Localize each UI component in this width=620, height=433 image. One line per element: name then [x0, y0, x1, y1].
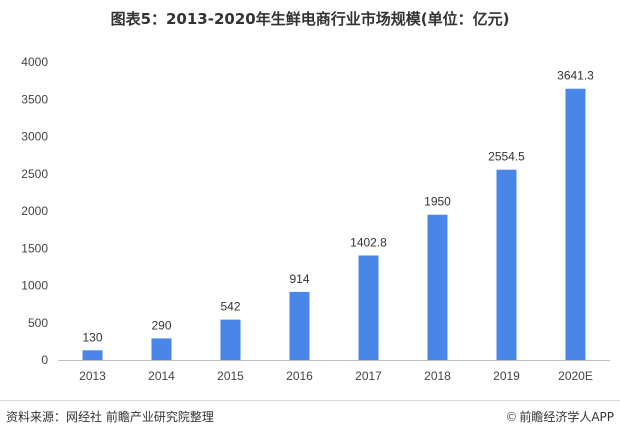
x-tick-label: 2014 [148, 369, 175, 383]
y-tick-label: 4000 [21, 55, 48, 69]
x-tick-label: 2015 [217, 369, 244, 383]
data-label: 542 [220, 300, 240, 314]
bar [427, 214, 448, 360]
y-tick-label: 1000 [21, 279, 48, 293]
brand: © 前瞻经济学人APP [505, 408, 614, 425]
bars [82, 88, 586, 361]
x-tick-label: 2017 [355, 369, 382, 383]
data-label: 1950 [424, 195, 451, 209]
bar [220, 319, 241, 360]
source-note: 资料来源：网经社 前瞻产业研究院整理 [6, 410, 214, 424]
copyright-icon: © [505, 409, 518, 424]
x-axis-ticks: 2013 2014 2015 2016 2017 2018 2019 2020E [79, 369, 593, 383]
y-tick-label: 500 [28, 316, 48, 330]
bar-chart: 0 500 1000 1500 2000 2500 3000 3500 4000 130 290 5… [21, 55, 610, 383]
brand-text: 前瞻经济学人APP [519, 410, 614, 424]
y-tick-label: 2000 [21, 204, 48, 218]
x-tick-label: 2019 [493, 369, 520, 383]
footer: 资料来源：网经社 前瞻产业研究院整理 © 前瞻经济学人APP [0, 400, 620, 429]
bar [82, 350, 103, 360]
x-tick-label: 2013 [79, 369, 106, 383]
data-labels: 130 290 542 914 1402.8 1950 2554.5 3641.3 [82, 69, 594, 345]
x-tick-label: 2016 [286, 369, 313, 383]
y-tick-label: 2500 [21, 167, 48, 181]
y-tick-label: 0 [41, 353, 48, 367]
data-label: 914 [289, 272, 309, 286]
bar [289, 291, 310, 360]
x-tick-label: 2020E [558, 369, 593, 383]
y-tick-label: 3000 [21, 130, 48, 144]
data-label: 2554.5 [488, 150, 525, 164]
y-axis-ticks: 0 500 1000 1500 2000 2500 3000 3500 4000 [21, 55, 48, 367]
data-label: 130 [82, 330, 102, 344]
x-tick-label: 2018 [424, 369, 451, 383]
bar [565, 88, 586, 361]
bar [496, 169, 517, 360]
data-label: 290 [151, 318, 171, 332]
bar [151, 338, 172, 360]
data-label: 1402.8 [350, 235, 387, 249]
y-tick-label: 3500 [21, 92, 48, 106]
data-label: 3641.3 [557, 69, 594, 83]
chart-title: 图表5：2013-2020年生鲜电商行业市场规模(单位：亿元) [110, 10, 510, 28]
y-tick-label: 1500 [21, 241, 48, 255]
bar [358, 255, 379, 360]
